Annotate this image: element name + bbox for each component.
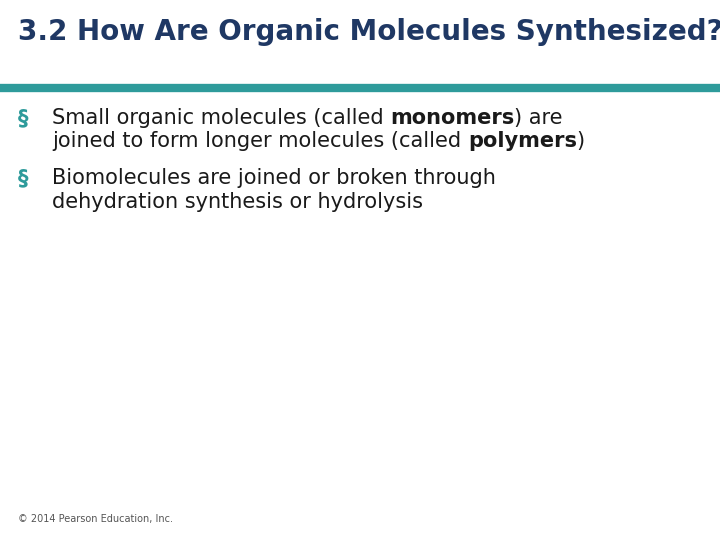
Text: §: § bbox=[18, 168, 29, 188]
Text: §: § bbox=[18, 108, 29, 128]
Text: ): ) bbox=[577, 131, 585, 151]
Text: monomers: monomers bbox=[390, 108, 515, 128]
Text: Biomolecules are joined or broken through: Biomolecules are joined or broken throug… bbox=[52, 168, 496, 188]
Text: joined to form longer molecules (called: joined to form longer molecules (called bbox=[52, 131, 468, 151]
Text: © 2014 Pearson Education, Inc.: © 2014 Pearson Education, Inc. bbox=[18, 514, 173, 524]
Text: dehydration synthesis or hydrolysis: dehydration synthesis or hydrolysis bbox=[52, 192, 423, 212]
Text: polymers: polymers bbox=[468, 131, 577, 151]
Text: ) are: ) are bbox=[515, 108, 563, 128]
Text: 3.2 How Are Organic Molecules Synthesized?: 3.2 How Are Organic Molecules Synthesize… bbox=[18, 18, 720, 46]
Text: Small organic molecules (called: Small organic molecules (called bbox=[52, 108, 390, 128]
